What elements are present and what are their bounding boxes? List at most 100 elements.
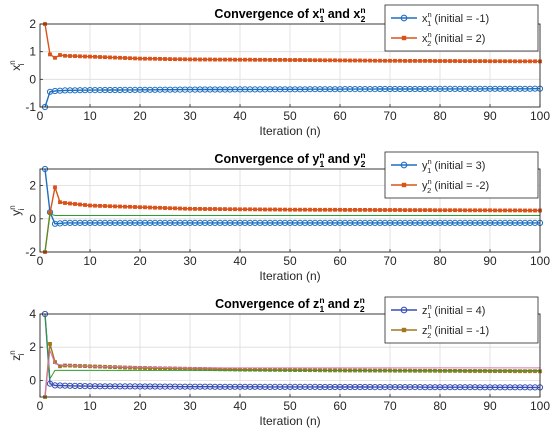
data-point	[63, 201, 67, 205]
legend-entry: xn 2 (initial = 2)	[391, 30, 485, 48]
data-point	[68, 54, 72, 58]
data-point	[218, 207, 222, 212]
legend-marker	[401, 182, 407, 188]
series-line	[44, 23, 541, 63]
data-point	[338, 207, 342, 212]
x-tick-label: 20	[133, 254, 147, 268]
data-point	[203, 207, 207, 211]
data-point	[168, 206, 172, 211]
data-point	[353, 208, 357, 212]
x-tick-label: 90	[483, 254, 497, 268]
data-point	[448, 59, 452, 63]
data-point	[58, 53, 62, 57]
data-point	[213, 207, 217, 211]
chart-title: Convergence of zn 1 and zn 2	[215, 295, 365, 314]
y-axis-label: yni	[8, 205, 26, 215]
x-tick-label: 20	[133, 109, 147, 123]
data-point	[188, 206, 192, 211]
data-point	[493, 369, 497, 374]
data-point	[508, 208, 512, 213]
data-point	[163, 57, 167, 61]
chart-title: Convergence of xn 1 and xn 2	[214, 5, 365, 24]
data-point	[353, 58, 357, 63]
x-tick-label: 90	[483, 399, 497, 413]
series-2	[43, 184, 542, 254]
data-point	[403, 208, 407, 213]
x-tick-label: 30	[183, 109, 197, 123]
data-point	[233, 207, 237, 212]
data-point	[73, 54, 77, 59]
data-point	[273, 207, 277, 212]
legend-entry: xn 1 (initial = -1)	[391, 10, 489, 28]
x-tick-label: 50	[283, 109, 297, 123]
data-point	[313, 58, 317, 63]
data-point	[258, 367, 262, 372]
data-point	[183, 57, 187, 62]
data-point	[348, 58, 352, 63]
legend-entry: yn 2 (initial = -2)	[391, 177, 489, 195]
data-point	[428, 58, 432, 63]
data-point	[268, 207, 272, 212]
data-point	[518, 59, 522, 64]
data-point	[223, 57, 227, 62]
y-tick-label: -1	[25, 100, 36, 114]
data-point	[233, 57, 237, 62]
x-tick-label: 70	[383, 109, 397, 123]
data-point	[533, 59, 537, 64]
data-point	[118, 204, 122, 209]
x-tick-label: 40	[233, 109, 247, 123]
series-4	[44, 350, 540, 396]
y-tick-label: 2	[29, 179, 36, 193]
data-point	[308, 58, 312, 63]
data-point	[323, 58, 327, 63]
data-point	[508, 369, 512, 374]
data-point	[298, 58, 302, 62]
legend-entry: zn 2 (initial = -1)	[391, 322, 489, 340]
x-tick-label: 40	[233, 399, 247, 413]
data-point	[78, 202, 82, 207]
x-tick-label: 20	[133, 399, 147, 413]
data-point	[453, 59, 457, 63]
data-point	[368, 58, 372, 63]
data-point	[173, 206, 177, 211]
data-point	[128, 365, 132, 370]
data-point	[528, 208, 532, 213]
data-point	[333, 207, 337, 212]
data-point	[503, 369, 507, 374]
data-point	[513, 59, 517, 64]
data-point	[118, 55, 122, 60]
chart-panel-3: 0 10 20 30 40 50 60 70 80 90 100 0 2 4 Iteration (n) zn…	[8, 295, 550, 428]
data-point	[48, 52, 52, 57]
data-point	[528, 369, 532, 374]
data-point	[198, 207, 202, 211]
data-point	[238, 57, 242, 62]
data-point	[408, 208, 412, 213]
y-tick-label: 2	[29, 17, 36, 31]
x-tick-label: 0	[37, 254, 44, 268]
data-point	[533, 208, 537, 213]
data-point	[98, 204, 102, 208]
data-point	[268, 57, 272, 62]
x-tick-label: 10	[83, 399, 97, 413]
x-tick-label: 80	[433, 109, 447, 123]
y-tick-label: 0	[29, 373, 36, 387]
data-point	[153, 205, 157, 210]
data-point	[533, 369, 537, 374]
data-point	[228, 207, 232, 212]
data-point	[378, 208, 382, 212]
data-point	[463, 208, 467, 213]
data-point	[308, 207, 312, 212]
data-point	[458, 59, 462, 64]
data-point	[103, 204, 107, 208]
chart-title: Convergence of yn 1 and yn 2	[214, 150, 365, 169]
data-point	[63, 53, 67, 58]
data-point	[508, 59, 512, 64]
data-point	[383, 58, 387, 63]
data-point	[193, 207, 197, 211]
data-point	[503, 59, 507, 64]
legend-label: yn 1 (initial = 3)	[422, 157, 485, 175]
data-point	[323, 207, 327, 212]
data-point	[258, 57, 262, 62]
series-1	[41, 85, 544, 111]
data-point	[133, 56, 137, 61]
